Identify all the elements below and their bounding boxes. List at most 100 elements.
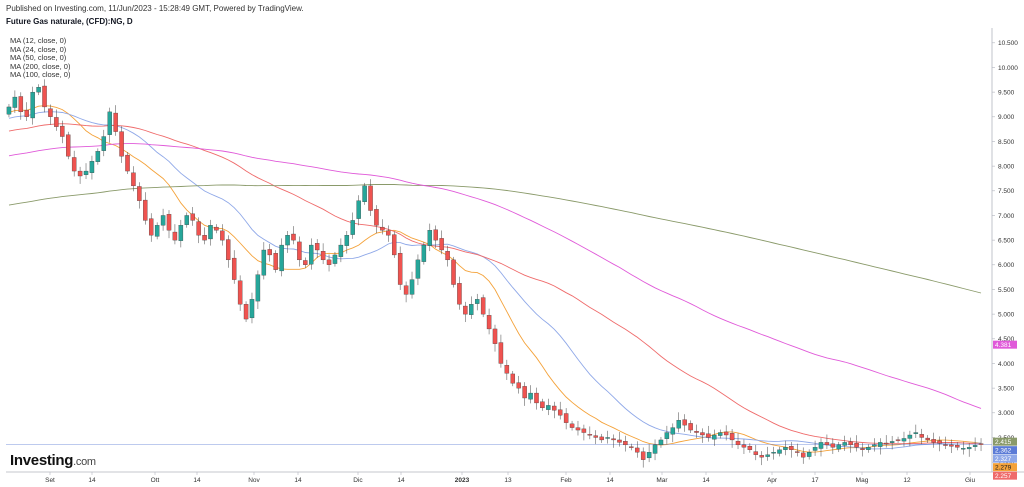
candle-body: [291, 233, 296, 241]
y-tick-label: 10.000: [998, 65, 1018, 72]
candle-body: [557, 409, 563, 416]
x-tick-label: 14: [193, 477, 201, 484]
indicator-ma100[interactable]: MA (100, close, 0): [10, 70, 71, 79]
last-price-tag: 2.362: [995, 448, 1012, 455]
candle-body: [700, 432, 705, 436]
candle-body: [753, 451, 759, 455]
candle-body: [842, 442, 847, 446]
candle-body: [718, 432, 723, 436]
candle-body: [237, 280, 243, 305]
candle-body: [723, 431, 729, 436]
candle-body: [759, 455, 764, 458]
x-tick-label: Giu: [965, 477, 976, 484]
candle-body: [504, 365, 510, 374]
x-tick-label: Mar: [656, 477, 668, 484]
ma-value-tag-bg: [993, 340, 1017, 349]
ma-value-tag-bg: [993, 437, 1017, 446]
y-tick-label: 6.500: [998, 237, 1015, 244]
candle-body: [575, 427, 581, 431]
candle-body: [895, 439, 901, 441]
candle-body: [812, 447, 818, 451]
candle-body: [706, 433, 711, 438]
candle-body: [771, 452, 776, 454]
indicator-ma50[interactable]: MA (50, close, 0): [10, 53, 67, 62]
candle-body: [48, 108, 53, 117]
candle-body: [658, 439, 664, 446]
candle-body: [362, 185, 367, 203]
candle-body: [439, 238, 444, 251]
candle-body: [688, 423, 693, 431]
candle-body: [943, 444, 948, 446]
ma-value-tag-bg: [993, 463, 1017, 472]
x-tick-label: Nov: [248, 477, 260, 484]
ma-value-tag: 2.279: [995, 465, 1012, 472]
candle-body: [878, 442, 883, 447]
candle-body: [344, 235, 350, 246]
candle-body: [463, 305, 468, 315]
candle-body: [806, 452, 812, 457]
candle-body: [664, 432, 670, 439]
y-tick-label: 4.000: [998, 361, 1015, 368]
candle-body: [178, 225, 184, 241]
candle-body: [735, 440, 741, 446]
y-tick-label: 4.500: [998, 336, 1015, 343]
y-tick-label: 9.500: [998, 89, 1015, 96]
candle-body: [6, 106, 12, 115]
candle-body: [516, 382, 521, 389]
x-tick-label: 14: [397, 477, 405, 484]
candle-body: [350, 220, 355, 235]
candle-body: [125, 154, 130, 172]
candle-body: [196, 221, 201, 236]
indicator-legend: MA (12, close, 0) MA (24, close, 0) MA (…: [10, 36, 71, 80]
candle-body: [528, 392, 533, 400]
x-tick-label: Ott: [151, 477, 160, 484]
candle-body: [474, 299, 480, 304]
candle-body: [925, 437, 930, 441]
candle-body: [226, 239, 231, 261]
ma-value-tag: 2.327: [995, 456, 1012, 463]
candle-body: [747, 445, 753, 450]
candle-body: [901, 438, 907, 442]
candle-body: [297, 241, 302, 261]
candle-body: [409, 279, 415, 295]
candle-body: [949, 444, 954, 447]
candle-body: [629, 446, 634, 448]
candle-body: [184, 215, 190, 225]
indicator-ma24[interactable]: MA (24, close, 0): [10, 44, 67, 54]
x-tick-label: Set: [45, 477, 55, 484]
candle-body: [397, 253, 403, 285]
candle-body: [510, 373, 516, 384]
candle-body: [54, 117, 59, 127]
y-tick-label: 7.000: [998, 213, 1015, 220]
indicator-ma12[interactable]: MA (12, close, 0): [10, 36, 67, 45]
candle-body: [593, 435, 598, 438]
candle-body: [18, 96, 24, 113]
y-tick-label: 5.000: [998, 311, 1015, 318]
candle-body: [202, 235, 207, 241]
x-tick-label: Dic: [353, 477, 363, 484]
candle-body: [119, 131, 124, 157]
candle-body: [919, 434, 924, 438]
candle-body: [279, 244, 284, 272]
candle-body: [83, 170, 89, 175]
candle-body: [220, 230, 225, 241]
candle-body: [599, 436, 604, 441]
candle-body: [783, 447, 788, 450]
candle-body: [160, 215, 166, 226]
candle-body: [71, 157, 77, 172]
ma50-line: [8, 123, 982, 445]
investing-logo: Investing.com: [10, 452, 96, 469]
x-tick-label: 12: [903, 477, 911, 484]
indicator-ma200[interactable]: MA (200, close, 0): [10, 61, 71, 71]
candle-body: [682, 419, 687, 426]
candle-body: [314, 243, 320, 251]
x-tick-label: 14: [294, 477, 302, 484]
ma-value-tag-bg: [993, 471, 1017, 480]
candle-body: [356, 200, 361, 219]
y-tick-label: 2.000: [998, 459, 1015, 466]
candle-body: [214, 226, 219, 231]
ma-value-tag-bg: [993, 454, 1017, 463]
candle-body: [101, 136, 107, 151]
candle-body: [433, 229, 438, 241]
